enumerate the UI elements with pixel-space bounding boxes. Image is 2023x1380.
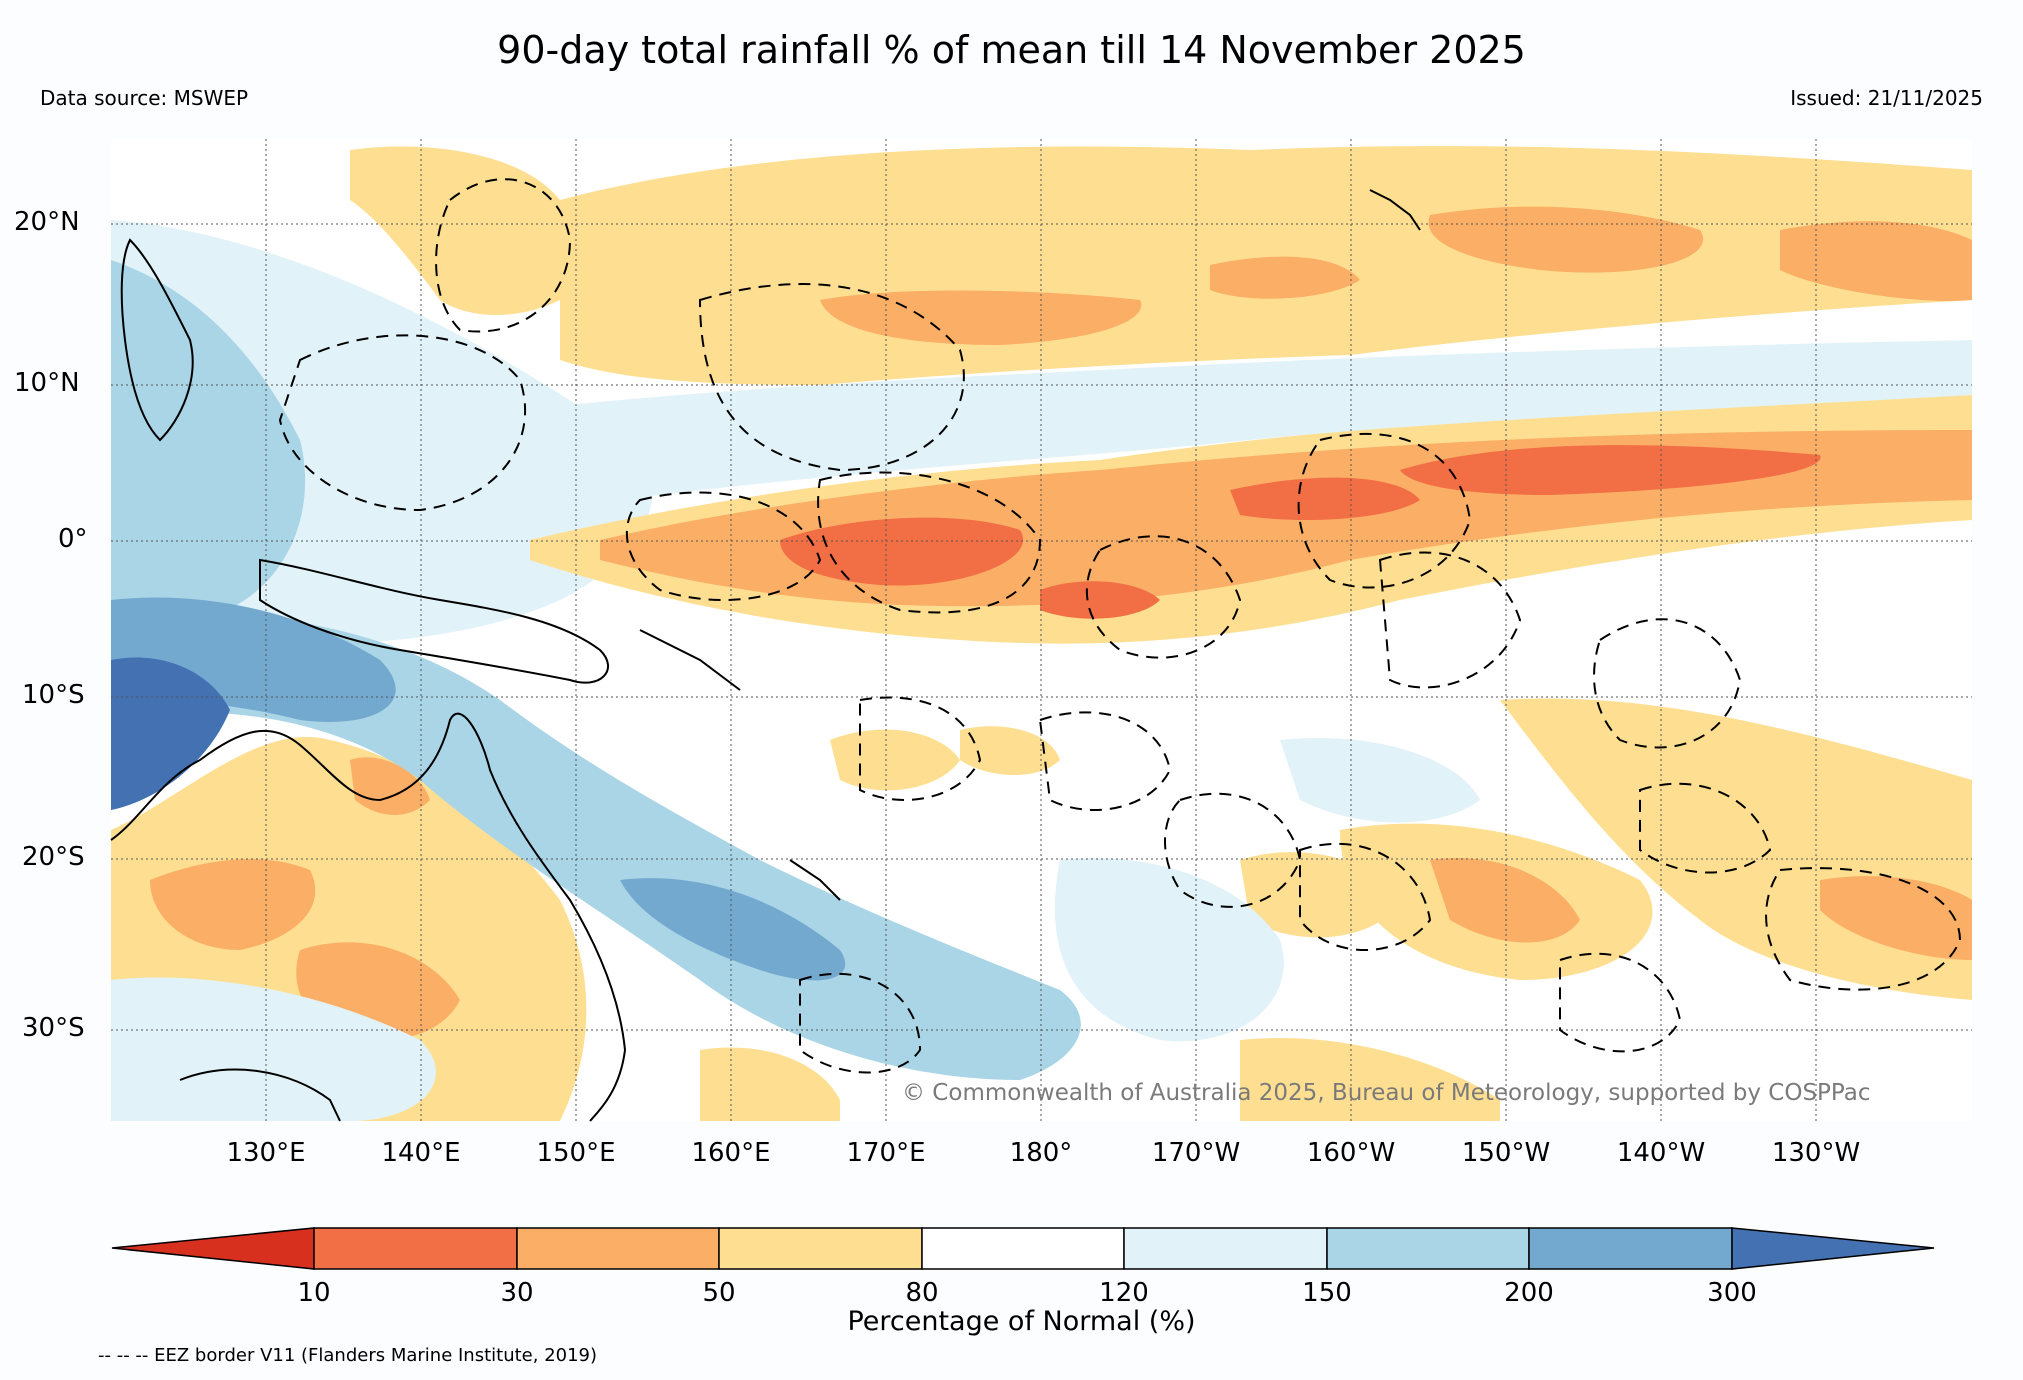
lon-label-140e: 140°E bbox=[381, 1138, 461, 1168]
new-guinea-coast bbox=[259, 558, 610, 684]
north-dry-core-2 bbox=[1210, 256, 1360, 299]
colorbar-swatch-30-50 bbox=[516, 1227, 720, 1270]
lat-label-10n: 10°N bbox=[14, 368, 80, 398]
central-south-wet bbox=[1054, 858, 1284, 1042]
lon-label-150w: 150°W bbox=[1461, 1138, 1551, 1168]
south-dry-band bbox=[1240, 1038, 1500, 1121]
colorbar-tick-30: 30 bbox=[500, 1278, 534, 1308]
colorbar-tick-150: 150 bbox=[1302, 1278, 1352, 1308]
equatorial-very-dry-3 bbox=[1230, 477, 1420, 520]
colorbar-swatch-80-120 bbox=[921, 1227, 1125, 1270]
data-source: Data source: MSWEP bbox=[40, 86, 249, 110]
graticule bbox=[111, 139, 1972, 1121]
hawaii-islands bbox=[1369, 189, 1421, 231]
lon-label-180: 180° bbox=[1009, 1138, 1073, 1168]
colorbar-extend-low bbox=[111, 1227, 315, 1270]
equatorial-very-dry-2 bbox=[1040, 581, 1160, 619]
lon-label-140w: 140°W bbox=[1616, 1138, 1706, 1168]
lon-label-150e: 150°E bbox=[536, 1138, 616, 1168]
lat-label-20s: 20°S bbox=[22, 842, 85, 872]
colorbar bbox=[111, 1227, 1935, 1270]
central-south-wet-2 bbox=[1280, 738, 1480, 823]
gulf-dry bbox=[350, 757, 430, 815]
lat-label-10s: 10°S bbox=[22, 680, 85, 710]
colorbar-extend-high bbox=[1731, 1227, 1935, 1270]
colorbar-swatch-10-30 bbox=[313, 1227, 518, 1270]
lat-label-30s: 30°S bbox=[22, 1013, 85, 1043]
colorbar-tick-300: 300 bbox=[1707, 1278, 1757, 1308]
lon-label-160w: 160°W bbox=[1306, 1138, 1396, 1168]
new-caledonia bbox=[789, 859, 841, 901]
colorbar-tick-80: 80 bbox=[905, 1278, 939, 1308]
north-dry-west bbox=[350, 146, 560, 315]
colorbar-swatch-150-200 bbox=[1326, 1227, 1530, 1270]
australia-coast bbox=[110, 712, 627, 1122]
north-dry-core-3 bbox=[1428, 206, 1704, 273]
philippines-coast bbox=[120, 238, 194, 442]
colorbar-tick-50: 50 bbox=[702, 1278, 736, 1308]
equatorial-very-dry-1 bbox=[780, 517, 1024, 586]
colorbar-tick-10: 10 bbox=[297, 1278, 331, 1308]
lon-label-130w: 130°W bbox=[1771, 1138, 1861, 1168]
australia-dry-core bbox=[150, 859, 316, 950]
colorbar-swatch-200-300 bbox=[1528, 1227, 1733, 1270]
equatorial-very-dry-4 bbox=[1400, 445, 1821, 495]
nw-wet-core bbox=[111, 260, 306, 625]
colorbar-tick-200: 200 bbox=[1504, 1278, 1554, 1308]
lon-label-130e: 130°E bbox=[226, 1138, 306, 1168]
tropical-wet-band bbox=[520, 340, 1972, 500]
timor-sea-very-wet bbox=[111, 657, 230, 810]
tasman-wet bbox=[111, 977, 436, 1121]
colorbar-tick-120: 120 bbox=[1099, 1278, 1149, 1308]
colorbar-swatch-120-150 bbox=[1123, 1227, 1328, 1270]
lon-label-170e: 170°E bbox=[846, 1138, 926, 1168]
north-dry-core-4 bbox=[1780, 221, 1972, 301]
eez-borders bbox=[278, 178, 1962, 1074]
colorbar-label: Percentage of Normal (%) bbox=[847, 1306, 1196, 1337]
south-pacific-dry-2 bbox=[960, 726, 1060, 775]
lat-label-20n: 20°N bbox=[14, 207, 80, 237]
eez-legend-note: -- -- -- EEZ border V11 (Flanders Marine… bbox=[98, 1345, 598, 1366]
se-pacific-dry-core bbox=[1820, 876, 1972, 960]
lon-label-160e: 160°E bbox=[691, 1138, 771, 1168]
colorbar-swatch-50-80 bbox=[718, 1227, 923, 1270]
coral-sea-wet-core bbox=[620, 878, 846, 981]
rainfall-field bbox=[111, 139, 1972, 1121]
issued-date: Issued: 21/11/2025 bbox=[1790, 86, 1983, 110]
lat-label-0: 0° bbox=[58, 524, 88, 554]
lon-label-170w: 170°W bbox=[1151, 1138, 1241, 1168]
south-pacific-dry-core bbox=[1430, 858, 1580, 943]
copyright-notice: © Commonwealth of Australia 2025, Bureau… bbox=[902, 1080, 1871, 1106]
solomon-islands bbox=[639, 629, 741, 691]
coastlines bbox=[110, 189, 1421, 1122]
south-dry-patch-2 bbox=[700, 1047, 840, 1121]
map-title: 90-day total rainfall % of mean till 14 … bbox=[497, 28, 1526, 72]
south-pacific-dry-1 bbox=[830, 729, 960, 791]
new-zealand-coast bbox=[179, 1068, 341, 1122]
